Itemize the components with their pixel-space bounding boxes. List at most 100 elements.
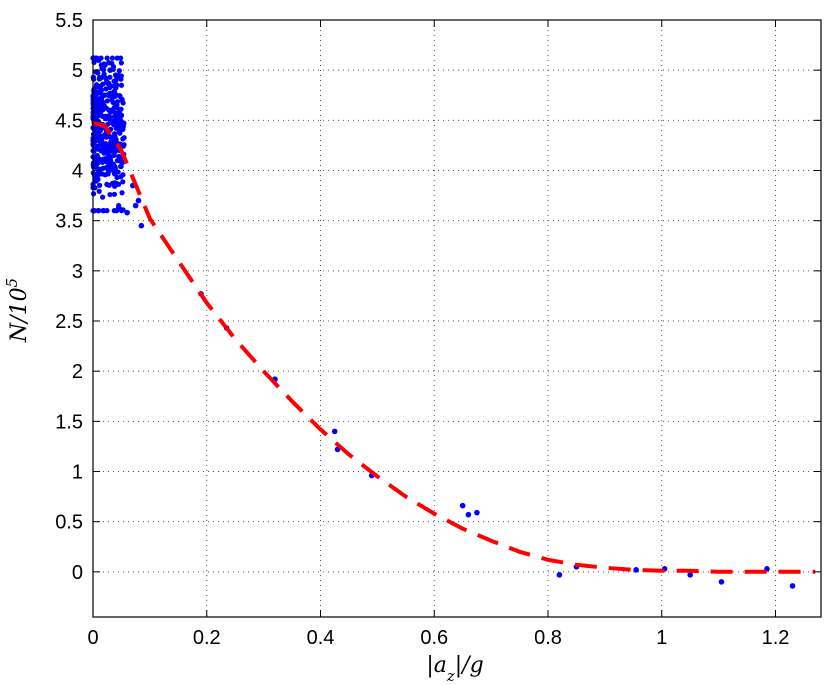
data-point bbox=[117, 93, 123, 100]
data-point bbox=[116, 181, 122, 187]
data-point bbox=[111, 191, 118, 197]
data-point bbox=[120, 179, 126, 185]
data-point bbox=[465, 511, 472, 518]
data-point bbox=[687, 572, 693, 578]
data-point bbox=[113, 78, 119, 84]
data-point bbox=[118, 73, 124, 79]
data-point bbox=[113, 119, 119, 125]
data-point bbox=[556, 572, 563, 578]
y-tick-label: 4 bbox=[72, 161, 83, 183]
data-point bbox=[104, 55, 110, 61]
y-tick-label: 4.5 bbox=[55, 110, 83, 132]
y-tick-label: 1.5 bbox=[55, 411, 83, 433]
x-tick-label: 1 bbox=[656, 627, 667, 649]
y-tick-label: 2 bbox=[72, 361, 83, 383]
data-point bbox=[105, 160, 112, 167]
data-point bbox=[103, 144, 109, 150]
data-point bbox=[135, 197, 142, 204]
data-point bbox=[109, 55, 116, 61]
data-point bbox=[117, 122, 123, 128]
data-point bbox=[116, 68, 122, 74]
data-point bbox=[120, 172, 126, 178]
data-point bbox=[110, 162, 116, 169]
data-point bbox=[118, 106, 124, 112]
y-tick-label: 3.5 bbox=[55, 211, 83, 233]
data-point bbox=[106, 60, 112, 66]
data-point bbox=[120, 136, 126, 142]
data-point bbox=[132, 202, 139, 209]
data-point bbox=[96, 76, 103, 82]
data-point bbox=[118, 82, 125, 88]
y-axis: 0 0.5 1 1.5 2 2.5 3 3.5 4 4.5 5 5.5 bbox=[55, 10, 821, 584]
data-point bbox=[104, 208, 110, 214]
y-tick-label: 0.5 bbox=[55, 512, 83, 534]
x-tick-label: 0 bbox=[87, 627, 98, 649]
data-point bbox=[93, 83, 99, 90]
data-point bbox=[118, 60, 124, 66]
data-point bbox=[103, 164, 110, 171]
data-point bbox=[107, 74, 113, 80]
y-tick-label: 2.5 bbox=[55, 311, 83, 333]
y-tick-label: 1 bbox=[72, 462, 83, 484]
data-point bbox=[113, 102, 119, 108]
data-point bbox=[109, 180, 116, 186]
data-point bbox=[111, 208, 117, 214]
y-tick-label: 0 bbox=[72, 562, 83, 584]
data-point bbox=[101, 71, 107, 77]
data-point bbox=[718, 579, 725, 585]
data-point bbox=[95, 132, 102, 138]
data-point bbox=[115, 205, 122, 212]
data-point bbox=[91, 136, 97, 142]
data-point bbox=[94, 153, 100, 159]
data-point bbox=[107, 191, 113, 198]
scatter-series bbox=[91, 57, 796, 589]
data-point bbox=[96, 188, 102, 194]
data-point bbox=[93, 107, 99, 114]
data-point bbox=[100, 81, 106, 87]
y-tick-label: 5 bbox=[72, 60, 83, 82]
data-point bbox=[98, 87, 105, 93]
fit-curve bbox=[92, 121, 816, 574]
data-point bbox=[138, 222, 145, 229]
data-point bbox=[118, 163, 124, 170]
data-point bbox=[117, 127, 123, 134]
data-point bbox=[118, 112, 125, 119]
data-point bbox=[119, 190, 125, 196]
data-point bbox=[95, 57, 102, 63]
data-point bbox=[92, 185, 98, 191]
data-point bbox=[104, 181, 110, 188]
data-point bbox=[95, 208, 101, 214]
data-point bbox=[112, 93, 118, 99]
data-point bbox=[109, 148, 115, 154]
data-point bbox=[106, 80, 112, 86]
data-point bbox=[95, 159, 101, 165]
x-tick-label: 0.8 bbox=[534, 627, 562, 649]
data-point bbox=[474, 509, 480, 516]
x-axis-label: |az|/g bbox=[426, 653, 483, 685]
data-point bbox=[111, 89, 117, 95]
data-point bbox=[95, 146, 101, 152]
y-axis-label: N/105 bbox=[3, 278, 32, 343]
data-point bbox=[107, 84, 113, 91]
x-tick-label: 0.2 bbox=[193, 627, 221, 649]
data-point bbox=[633, 567, 639, 573]
data-point bbox=[108, 154, 114, 160]
y-tick-label: 5.5 bbox=[55, 10, 83, 32]
data-point bbox=[98, 62, 105, 68]
data-point bbox=[97, 182, 103, 188]
x-tick-label: 0.4 bbox=[307, 627, 335, 649]
data-point bbox=[111, 171, 118, 177]
data-point bbox=[101, 150, 107, 156]
data-point bbox=[459, 502, 466, 509]
data-point bbox=[101, 92, 108, 99]
data-point bbox=[124, 209, 130, 216]
data-point bbox=[104, 98, 110, 104]
data-point bbox=[105, 150, 111, 156]
data-point bbox=[111, 131, 118, 137]
data-point bbox=[113, 85, 119, 91]
data-point bbox=[789, 583, 796, 589]
x-axis: 0 0.2 0.4 0.6 0.8 1 1.2 bbox=[87, 20, 789, 649]
data-point bbox=[331, 428, 338, 435]
data-point bbox=[98, 137, 104, 143]
data-point bbox=[96, 171, 103, 177]
